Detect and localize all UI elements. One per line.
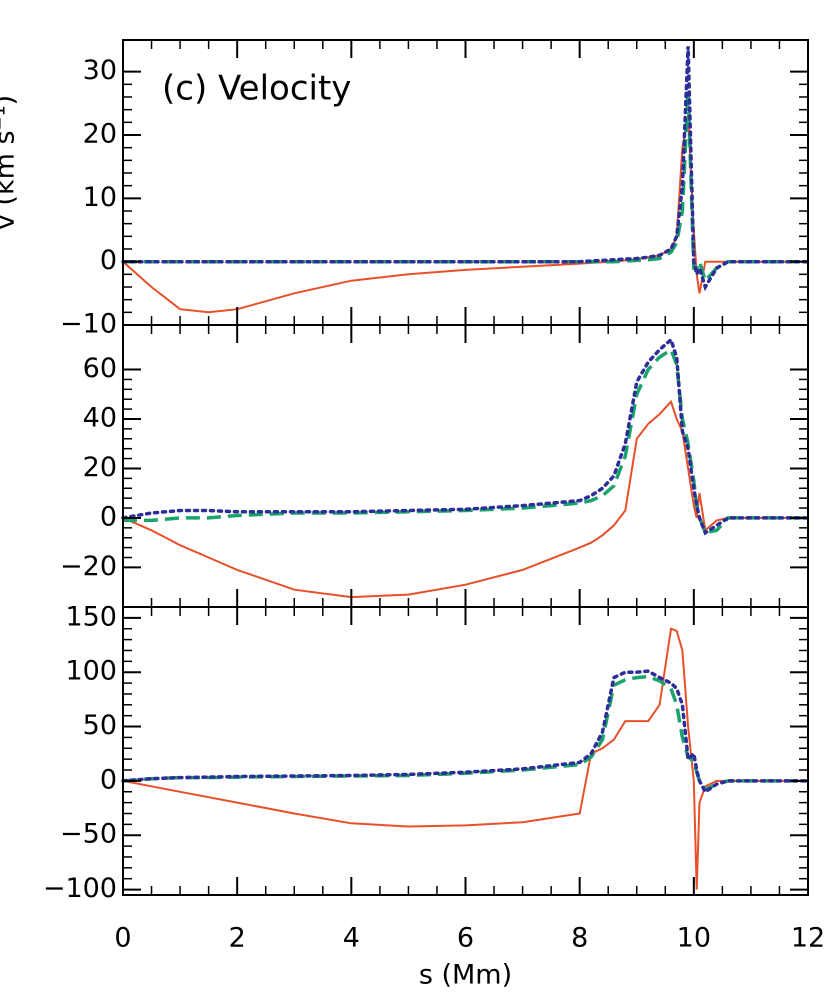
y-tick-label: −20 — [60, 551, 117, 582]
series-line — [122, 399, 808, 599]
series-line — [121, 669, 810, 795]
y-tick-label: −50 — [60, 819, 117, 850]
x-tick-label: 8 — [571, 923, 588, 954]
series-line — [123, 347, 808, 535]
x-tick-label: 0 — [114, 923, 131, 954]
y-tick-label: 0 — [100, 501, 117, 532]
y-tick-label: 150 — [65, 601, 117, 632]
y-tick-label: 0 — [100, 245, 117, 276]
x-tick-label: 2 — [229, 923, 246, 954]
x-axis-label: s (Mm) — [419, 960, 512, 991]
y-tick-label: 100 — [65, 656, 117, 687]
series-line — [122, 115, 808, 314]
plot-frame — [122, 606, 809, 896]
y-tick-label: 0 — [100, 764, 117, 795]
y-tick-label: 20 — [83, 119, 117, 150]
series-line — [123, 90, 808, 285]
y-axis-label: v (km s⁻¹) — [0, 95, 21, 230]
annotation: (c) Velocity — [162, 69, 351, 109]
y-tick-label: 20 — [83, 452, 117, 483]
y-tick-label: 60 — [83, 353, 117, 384]
x-tick-label: 10 — [677, 923, 711, 954]
y-tick-label: 10 — [83, 182, 117, 213]
y-tick-label: −10 — [60, 309, 117, 340]
y-tick-label: 30 — [83, 55, 117, 86]
series-line — [121, 46, 810, 292]
x-tick-label: 12 — [791, 923, 825, 954]
series-line — [121, 336, 810, 536]
y-tick-label: −100 — [43, 873, 117, 904]
x-tick-label: 6 — [457, 923, 474, 954]
x-tick-label: 4 — [343, 923, 360, 954]
series-line — [122, 627, 808, 890]
y-tick-label: 50 — [83, 710, 117, 741]
y-tick-label: 40 — [83, 403, 117, 434]
